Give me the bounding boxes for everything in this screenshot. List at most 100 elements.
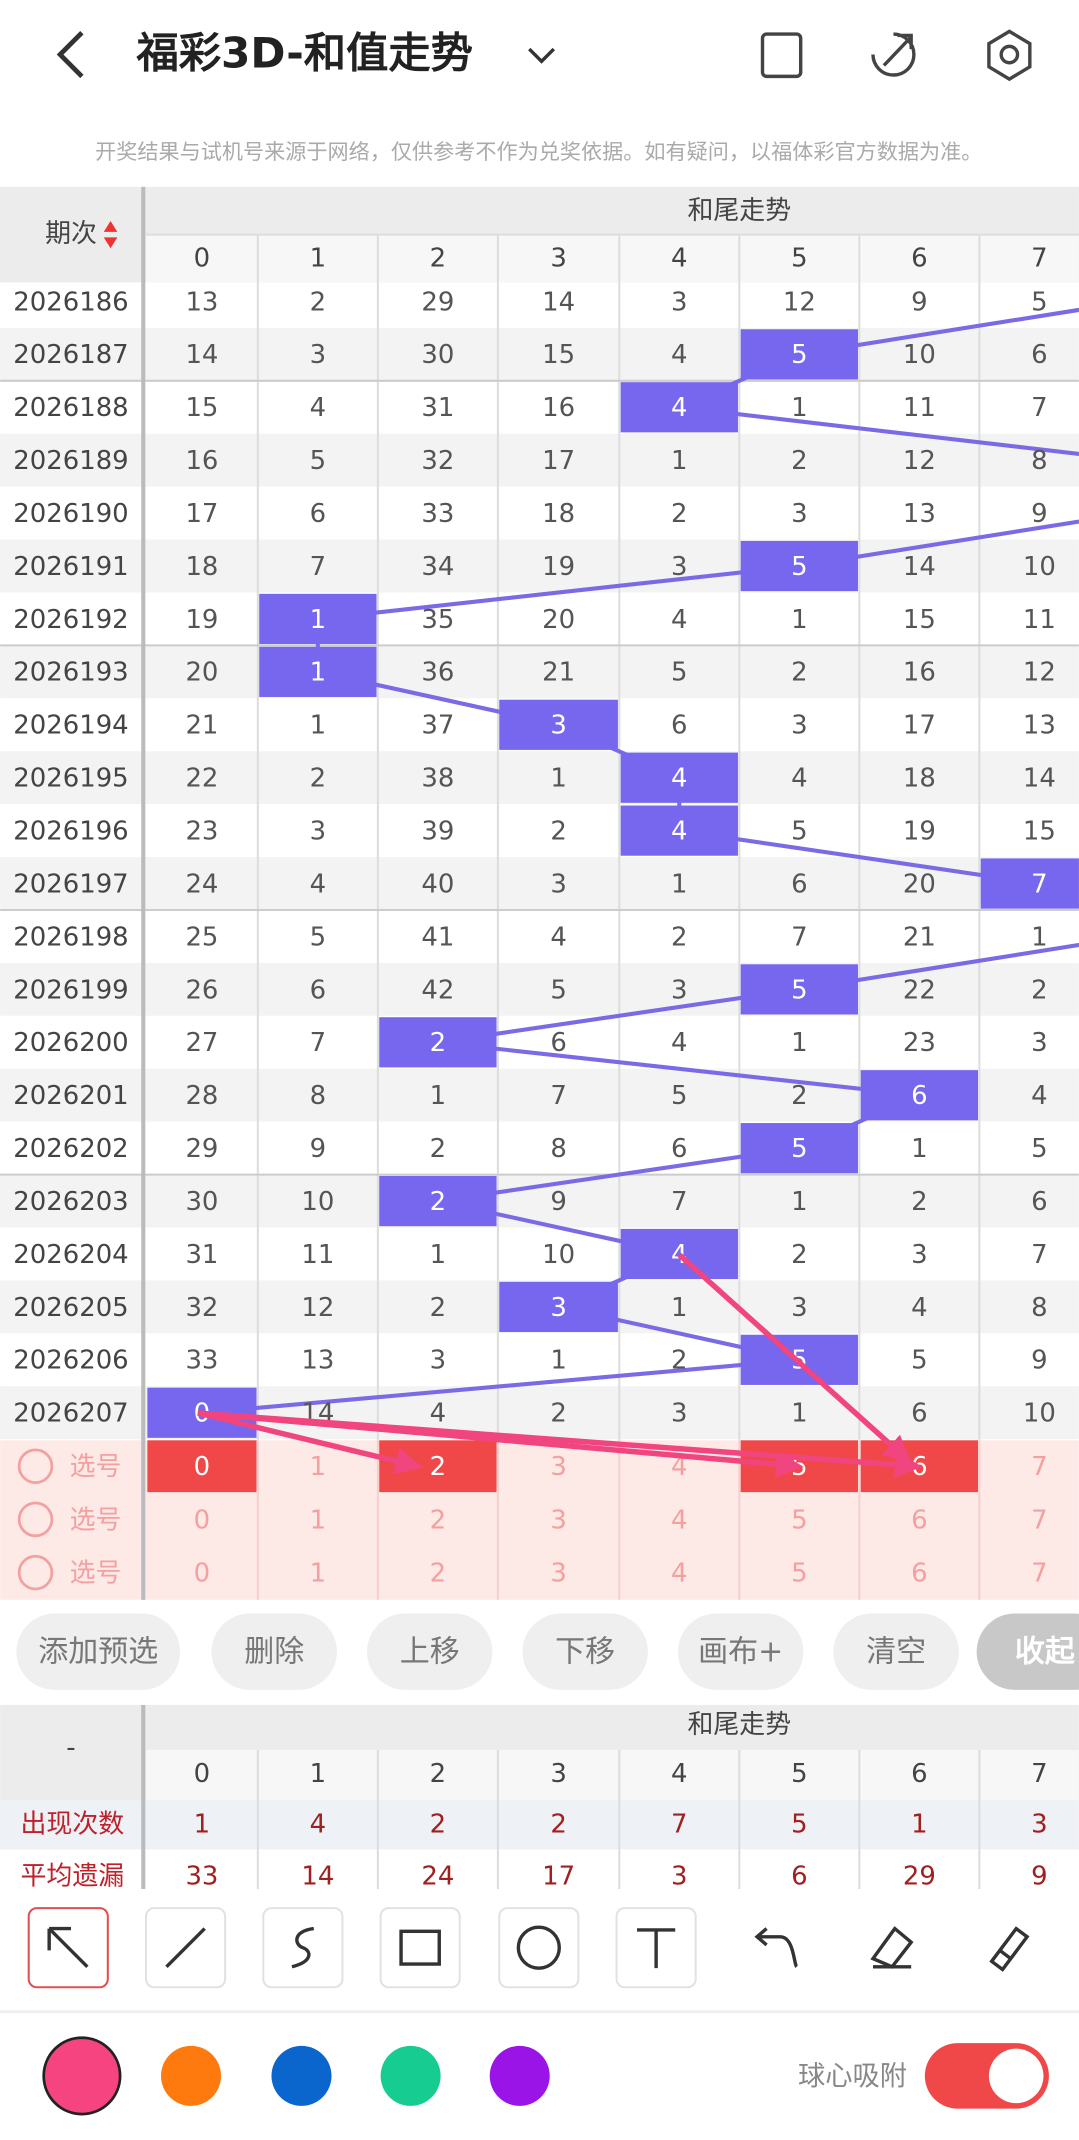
pick-radio[interactable] (17, 1448, 54, 1484)
pick-digit[interactable]: 4 (671, 1505, 687, 1535)
share-icon[interactable] (871, 32, 916, 77)
pick-digit[interactable]: 2 (430, 1558, 446, 1588)
pick-label: 选号 (70, 1558, 122, 1588)
back-button[interactable] (56, 31, 84, 79)
button-label: 清空 (866, 1635, 926, 1670)
action-button[interactable] (211, 1613, 337, 1690)
pick-digit[interactable]: 0 (194, 1558, 210, 1588)
cell: 5 (310, 922, 326, 952)
period-header: 期次 (45, 219, 97, 249)
pick-radio[interactable] (17, 1501, 54, 1538)
row-bg (0, 857, 1079, 911)
layout-icon[interactable] (760, 32, 803, 79)
pick-selected[interactable] (147, 1440, 257, 1493)
pick-digit[interactable]: 7 (1031, 1505, 1047, 1535)
cell: 26 (185, 975, 218, 1005)
row-bg (0, 751, 1079, 805)
action-button[interactable] (833, 1613, 959, 1690)
column-header: 4 (671, 1759, 687, 1789)
pick-digit[interactable]: 7 (1031, 1452, 1047, 1482)
period: 2026199 (13, 975, 128, 1005)
action-button[interactable] (522, 1613, 648, 1690)
pick-digit[interactable]: 3 (550, 1452, 566, 1482)
cell: 17 (185, 499, 218, 529)
period: 2026202 (13, 1134, 128, 1164)
row-bg (0, 1333, 1079, 1387)
action-button[interactable] (677, 1613, 804, 1690)
hit-cell (740, 1123, 858, 1174)
pick-digit[interactable]: 7 (1031, 1558, 1047, 1588)
hit-cell (499, 1281, 618, 1333)
pick-digit[interactable]: 5 (791, 1558, 807, 1588)
hit-cell (620, 1228, 738, 1280)
cell: 1 (791, 393, 807, 423)
color-swatch[interactable] (489, 2045, 550, 2106)
color-swatch[interactable] (42, 2036, 122, 2116)
circle-tool[interactable] (516, 1925, 561, 1970)
cell: 12 (903, 446, 936, 476)
pick-digit[interactable]: 2 (430, 1452, 446, 1482)
pick-digit[interactable]: 0 (194, 1452, 210, 1482)
cell: 13 (903, 499, 936, 529)
cell: 28 (185, 1081, 218, 1111)
sort-icon[interactable] (103, 220, 118, 249)
action-button[interactable] (976, 1613, 1079, 1690)
text-tool[interactable] (637, 1928, 676, 1969)
disclaimer: 开奖结果与试机号来源于网络，仅供参考不作为兑奖依据。如有疑问，以福体彩官方数据为… (95, 139, 982, 164)
undo-tool[interactable] (754, 1927, 799, 1968)
tool-box[interactable] (379, 1907, 461, 1989)
cell: 5 (550, 975, 566, 1005)
color-swatch[interactable] (271, 2045, 332, 2106)
cell: 10 (301, 1187, 334, 1217)
pick-digit[interactable]: 4 (671, 1558, 687, 1588)
stats-value: 5 (791, 1809, 807, 1839)
button-label: 上移 (400, 1635, 460, 1670)
hit-cell (379, 1017, 497, 1068)
color-swatch[interactable] (380, 2045, 441, 2106)
cell: 5 (911, 1346, 927, 1376)
pick-digit[interactable]: 1 (310, 1452, 326, 1482)
cell: 2 (430, 1293, 446, 1323)
stats-value: 3 (1031, 1809, 1047, 1839)
pick-digit[interactable]: 1 (310, 1505, 326, 1535)
curve-tool[interactable] (291, 1926, 315, 1969)
pick-digit[interactable]: 6 (911, 1558, 927, 1588)
hit-cell (980, 858, 1079, 909)
pick-digit[interactable]: 3 (550, 1558, 566, 1588)
cell: 4 (310, 869, 326, 899)
cell: 2 (430, 1187, 446, 1217)
color-swatch[interactable] (161, 2045, 222, 2106)
cell: 10 (1023, 552, 1056, 582)
cell: 15 (903, 605, 936, 635)
pick-digit[interactable]: 3 (550, 1505, 566, 1535)
arrow-tool[interactable] (47, 1926, 89, 1968)
cell: 19 (542, 552, 575, 582)
hit-cell (499, 699, 618, 750)
pick-digit[interactable]: 0 (194, 1505, 210, 1535)
dropdown-icon[interactable] (528, 47, 556, 64)
cell: 3 (791, 711, 807, 741)
cell: 3 (550, 869, 566, 899)
rect-tool[interactable] (399, 1929, 441, 1966)
pick-digit[interactable]: 4 (671, 1452, 687, 1482)
action-button[interactable] (16, 1613, 181, 1690)
column-header: 2 (430, 1759, 446, 1789)
pick-digit[interactable]: 2 (430, 1505, 446, 1535)
clear-tool[interactable] (989, 1926, 1030, 1972)
line-tool[interactable] (165, 1927, 206, 1968)
settings-icon[interactable] (987, 29, 1032, 82)
cell: 5 (1031, 1134, 1047, 1164)
pick-digit[interactable]: 6 (911, 1505, 927, 1535)
action-button[interactable] (366, 1613, 493, 1690)
cell: 23 (903, 1028, 936, 1058)
tool-box[interactable] (498, 1907, 580, 1989)
cell: 3 (671, 287, 687, 317)
pick-digit[interactable]: 1 (310, 1558, 326, 1588)
cell: 4 (671, 605, 687, 635)
pick-digit[interactable]: 5 (791, 1505, 807, 1535)
button-label: 画布+ (698, 1635, 783, 1670)
hit-cell (259, 593, 377, 645)
cell: 11 (301, 1240, 334, 1270)
pick-radio[interactable] (17, 1554, 54, 1591)
eraser-tool[interactable] (870, 1926, 914, 1969)
